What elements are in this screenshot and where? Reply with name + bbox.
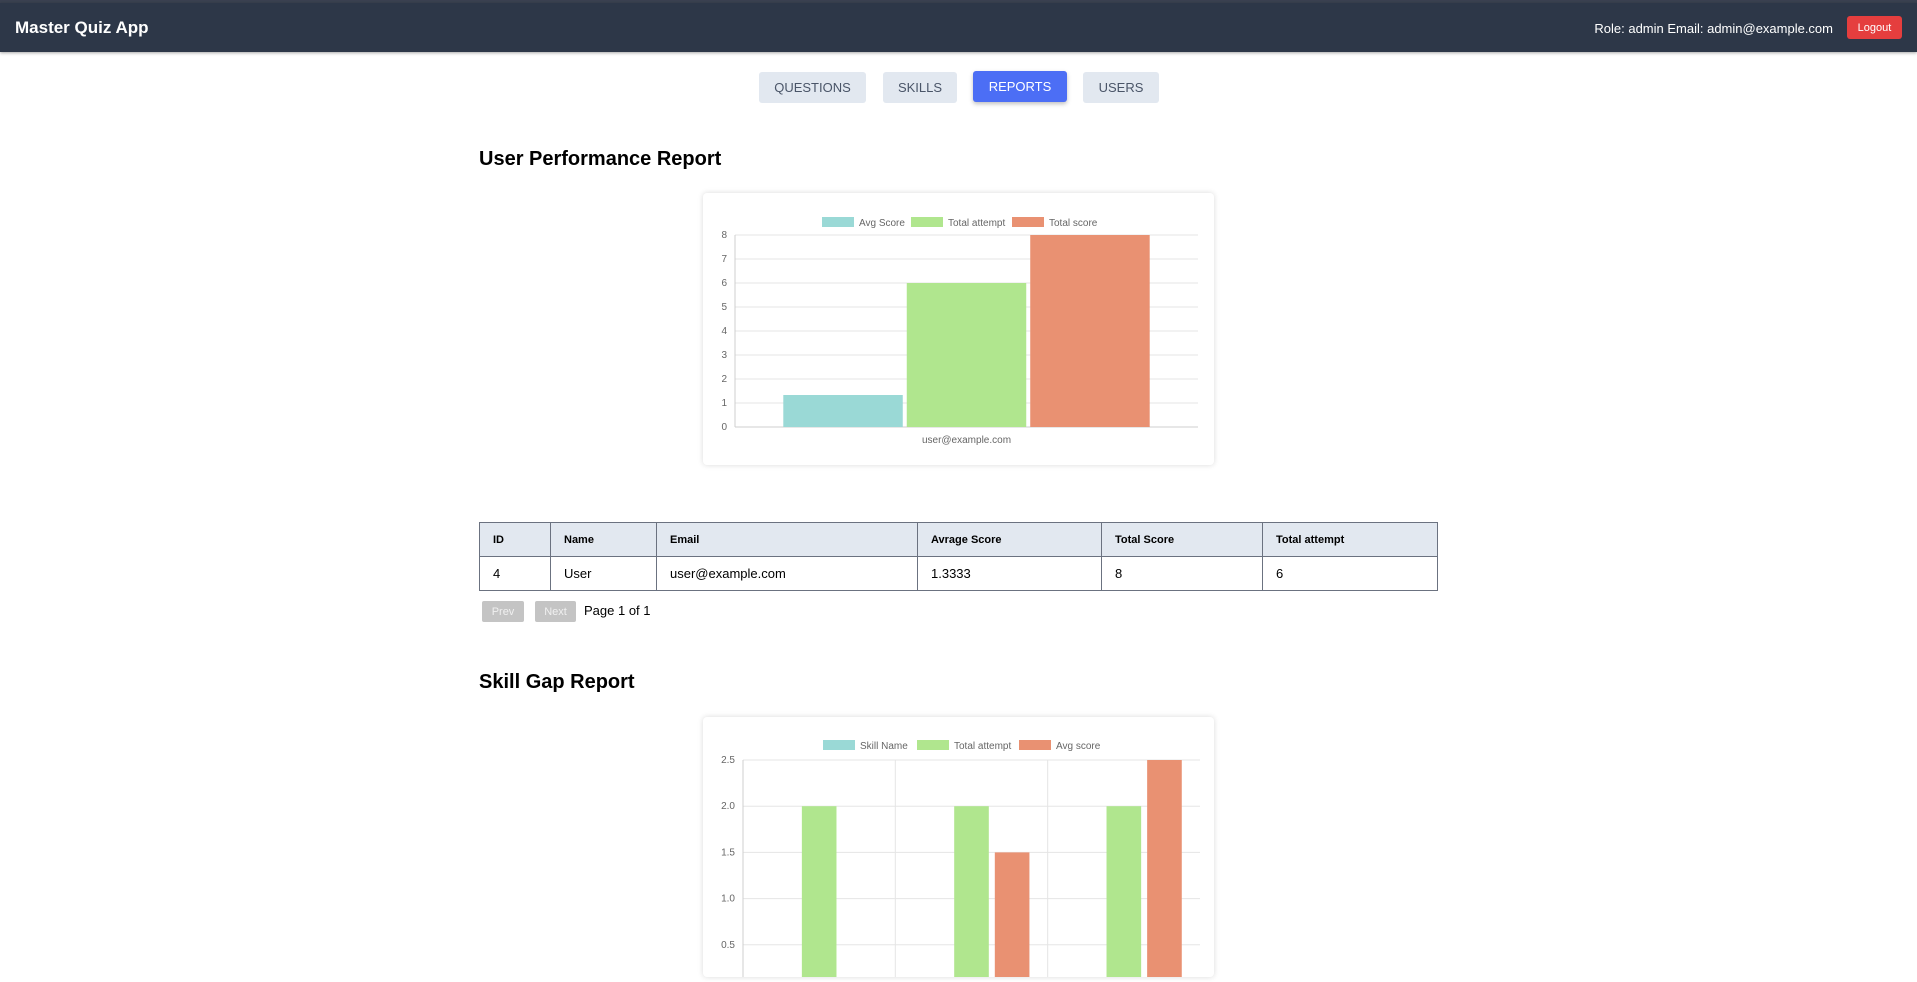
user-performance-chart: Avg Score Total attempt Total score 0 1 2 3 4 5 6… (721, 217, 1198, 446)
user-report-title: User Performance Report (479, 148, 722, 170)
legend-swatch (1012, 217, 1044, 227)
bar (994, 852, 1030, 982)
cell-avg-score: 1.3333 (917, 556, 1102, 591)
legend-label: Avg Score (859, 218, 905, 229)
skill-gap-chart-card: Skill Name Total attempt Avg score 0.5 1.0 1.… (703, 717, 1214, 982)
cell-id: 4 (479, 556, 551, 591)
y-tick-label: 1.0 (721, 894, 735, 905)
window-top-strip (0, 0, 1917, 3)
col-header-name: Name (550, 522, 657, 557)
tab-skills[interactable]: SKILLS (883, 72, 957, 103)
top-navbar: Master Quiz App Role: admin Email: admin… (0, 3, 1917, 52)
bar (1106, 806, 1142, 982)
legend-label: Skill Name (860, 741, 908, 752)
y-tick-label: 6 (721, 278, 727, 289)
cell-email: user@example.com (656, 556, 918, 591)
user-info: Role: admin Email: admin@example.com (1594, 21, 1833, 36)
y-tick-label: 8 (721, 230, 727, 241)
bar (954, 806, 989, 982)
legend-swatch (823, 740, 855, 750)
col-header-total-score: Total Score (1101, 522, 1263, 557)
cell-total-attempt: 6 (1262, 556, 1438, 591)
table-header-row: ID Name Email Avrage Score Total Score T… (479, 522, 1438, 557)
tab-users[interactable]: USERS (1083, 72, 1159, 103)
skill-gap-chart: Skill Name Total attempt Avg score 0.5 1.0 1.… (721, 740, 1200, 982)
y-tick-label: 1 (721, 398, 727, 409)
bar (783, 395, 903, 427)
tab-questions[interactable]: QUESTIONS (759, 72, 866, 103)
legend-label: Total score (1049, 218, 1098, 229)
col-header-avg-score: Avrage Score (917, 522, 1102, 557)
y-tick-label: 0 (721, 422, 727, 433)
y-tick-label: 0.5 (721, 940, 735, 951)
next-page-button[interactable]: Next (535, 601, 576, 622)
y-tick-label: 4 (721, 326, 727, 337)
logout-button[interactable]: Logout (1847, 16, 1902, 39)
bar (1147, 760, 1182, 982)
y-tick-label: 5 (721, 302, 727, 313)
legend-label: Avg score (1056, 741, 1101, 752)
y-tick-label: 7 (721, 254, 727, 265)
prev-page-button[interactable]: Prev (482, 601, 524, 622)
cell-name: User (550, 556, 657, 591)
y-tick-label: 3 (721, 350, 727, 361)
col-header-email: Email (656, 522, 918, 557)
x-tick-label: user@example.com (922, 435, 1011, 446)
y-tick-label: 2 (721, 374, 727, 385)
col-header-total-attempt: Total attempt (1262, 522, 1438, 557)
page-info: Page 1 of 1 (584, 603, 651, 618)
table-row: 4 User user@example.com 1.3333 8 6 (479, 556, 1438, 591)
bar (906, 283, 1027, 427)
col-header-id: ID (479, 522, 551, 557)
bar (801, 806, 837, 982)
skill-report-title: Skill Gap Report (479, 671, 635, 693)
legend-label: Total attempt (948, 218, 1005, 229)
y-tick-label: 2.0 (721, 801, 735, 812)
y-tick-label: 1.5 (721, 847, 735, 858)
legend-swatch (911, 217, 943, 227)
bar (1030, 235, 1150, 427)
legend-swatch (917, 740, 949, 750)
user-report-table: ID Name Email Avrage Score Total Score T… (479, 522, 1438, 591)
user-performance-chart-card: Avg Score Total attempt Total score 0 1 2 3 4 5 6… (703, 193, 1214, 465)
tab-reports[interactable]: REPORTS (973, 71, 1067, 102)
legend-label: Total attempt (954, 741, 1011, 752)
legend-swatch (822, 217, 854, 227)
cell-total-score: 8 (1101, 556, 1263, 591)
app-title: Master Quiz App (15, 18, 149, 37)
legend-swatch (1019, 740, 1051, 750)
y-tick-label: 2.5 (721, 755, 735, 766)
